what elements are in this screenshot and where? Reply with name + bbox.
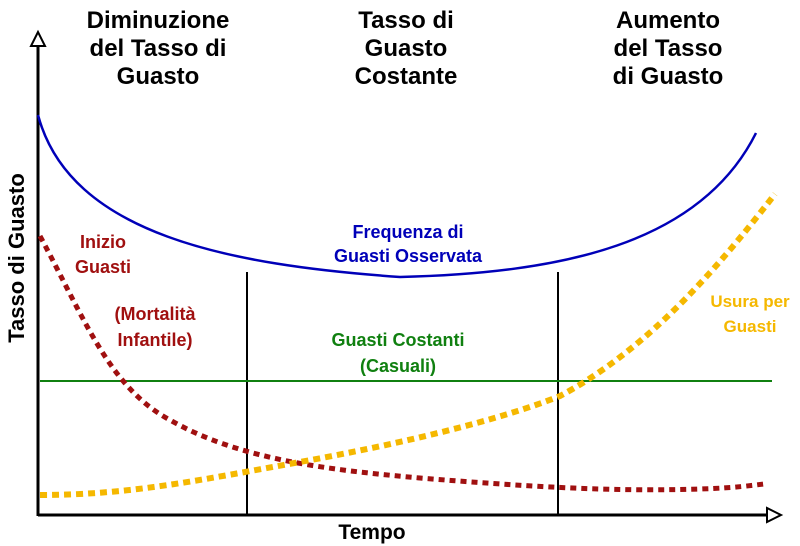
y-axis-arrow-icon bbox=[29, 29, 47, 47]
constant-label-line-2: (Casuali) bbox=[360, 356, 436, 376]
observed-failure-rate-curve bbox=[36, 114, 758, 279]
infant-label-line-2: Guasti bbox=[75, 257, 131, 277]
infant-mortality-curve bbox=[37, 234, 765, 493]
header-constant-line-2: Guasto bbox=[365, 35, 448, 62]
constant-curve-label: Guasti Costanti (Casuali) bbox=[331, 330, 464, 376]
x-axis-arrow-icon bbox=[766, 506, 784, 524]
header-increasing-line-3: di Guasto bbox=[613, 63, 724, 90]
x-axis-label: Tempo bbox=[338, 521, 405, 544]
wearout-label-line-1: Usura per bbox=[710, 292, 790, 311]
wearout-curve bbox=[39, 192, 778, 498]
axes bbox=[29, 29, 784, 524]
header-decreasing-line-1: Diminuzione bbox=[87, 7, 230, 34]
infant-sublabel-line-2: Infantile) bbox=[118, 330, 193, 350]
header-increasing: Aumento del Tasso di Guasto bbox=[613, 7, 724, 90]
observed-label-line-2: Guasti Osservata bbox=[334, 246, 483, 266]
infant-label-line-1: Inizio bbox=[80, 232, 126, 252]
y-axis-label: Tasso di Guasto bbox=[4, 173, 29, 343]
wearout-curve-label: Usura per Guasti bbox=[710, 292, 790, 336]
header-increasing-line-2: del Tasso bbox=[614, 35, 723, 62]
wearout-label-line-2: Guasti bbox=[724, 317, 777, 336]
observed-label-line-1: Frequenza di bbox=[352, 222, 463, 242]
infant-sublabel-line-1: (Mortalità bbox=[115, 304, 197, 324]
header-decreasing-line-3: Guasto bbox=[117, 63, 200, 90]
header-constant-line-1: Tasso di bbox=[358, 7, 454, 34]
header-constant-line-3: Costante bbox=[355, 63, 458, 90]
header-decreasing-line-2: del Tasso di bbox=[90, 35, 227, 62]
observed-curve-label: Frequenza di Guasti Osservata bbox=[334, 222, 483, 266]
header-increasing-line-1: Aumento bbox=[616, 7, 720, 34]
header-constant: Tasso di Guasto Costante bbox=[355, 7, 458, 90]
infant-curve-label: Inizio Guasti (Mortalità Infantile) bbox=[75, 232, 196, 350]
header-decreasing: Diminuzione del Tasso di Guasto bbox=[87, 7, 230, 90]
constant-label-line-1: Guasti Costanti bbox=[331, 330, 464, 350]
